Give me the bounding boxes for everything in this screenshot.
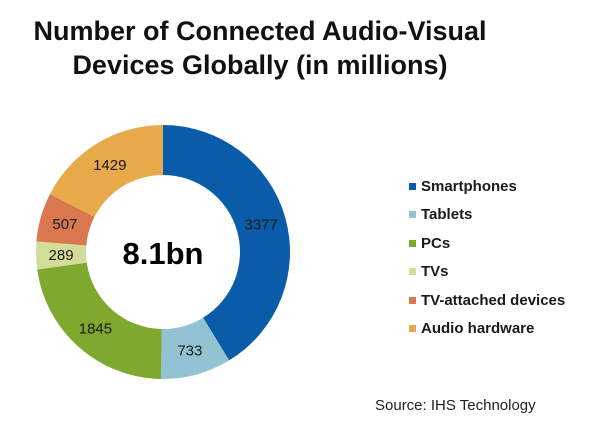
legend-label: TV-attached devices [421, 291, 566, 309]
legend-item: PCs [409, 229, 565, 258]
legend-swatch [409, 296, 416, 304]
donut-slice-tvs [35, 241, 87, 270]
chart-title-line-2: Devices Globally (in millions) [72, 50, 448, 80]
legend-label: PCs [421, 234, 451, 252]
donut-slice-pcs [37, 262, 162, 379]
legend-item: Smartphones [409, 172, 565, 201]
center-total-label: 8.1bn [123, 236, 204, 271]
slice-value-label: 3377 [245, 216, 278, 233]
legend-swatch [409, 211, 416, 219]
legend-item: Audio hardware [409, 315, 565, 344]
chart-title: Number of Connected Audio-Visual Devices… [0, 14, 520, 82]
legend-swatch [409, 239, 416, 247]
donut-slice-tablets [161, 317, 230, 379]
legend-swatch [409, 268, 416, 276]
slice-value-label: 733 [177, 342, 202, 359]
chart-title-line-1: Number of Connected Audio-Visual [33, 16, 487, 46]
donut-slice-smartphones [163, 125, 290, 361]
legend: Smartphones Tablets PCs TVs TV-attached devi… [409, 172, 565, 343]
legend-label: Audio hardware [421, 320, 535, 338]
legend-item: Tablets [409, 201, 565, 230]
legend-swatch [409, 182, 416, 190]
donut-slice-audio-hardware [49, 125, 164, 217]
slice-value-label: 507 [52, 216, 77, 233]
legend-label: Tablets [421, 206, 473, 224]
slice-value-label: 1845 [79, 320, 112, 337]
slice-value-label: 289 [49, 247, 74, 264]
legend-label: Smartphones [421, 177, 517, 195]
legend-swatch [409, 325, 416, 333]
legend-item: TVs [409, 258, 565, 287]
source-note: Source: IHS Technology [375, 397, 536, 414]
legend-label: TVs [421, 263, 449, 281]
slice-value-label: 1429 [93, 157, 126, 174]
donut-slice-tv-attached-devices [36, 194, 95, 246]
legend-item: TV-attached devices [409, 286, 565, 315]
